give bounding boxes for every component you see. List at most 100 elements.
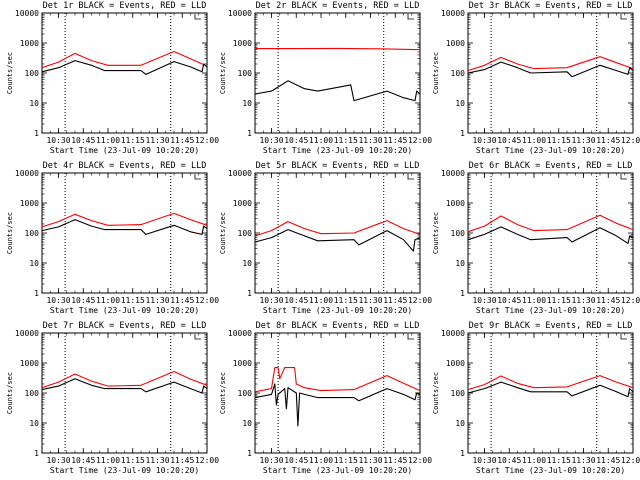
x-tick-label: 10:45	[497, 296, 521, 305]
y-tick-label: 10	[455, 99, 465, 108]
x-axis-label: Start Time (23-Jul-09 10:20:20)	[50, 146, 199, 155]
x-axis-label: Start Time (23-Jul-09 10:20:20)	[50, 466, 199, 475]
x-tick-label: 11:00	[522, 136, 546, 145]
y-tick-label: 1	[34, 449, 39, 458]
series-line-events	[41, 378, 208, 394]
x-tick-label: 12:00	[408, 456, 432, 465]
plot-frame	[467, 332, 634, 454]
y-tick-label: 10	[242, 259, 252, 268]
x-tick-label: 10:30	[472, 136, 496, 145]
x-tick-label: 12:00	[195, 456, 219, 465]
y-tick-label: 1	[34, 129, 39, 138]
x-tick-label: 10:45	[284, 136, 308, 145]
y-axis-label: Counts/sec	[432, 52, 440, 94]
x-tick-label: 11:00	[309, 456, 333, 465]
x-axis-label: Start Time (23-Jul-09 10:20:20)	[476, 306, 625, 315]
plot-frame	[254, 12, 421, 134]
x-tick-label: 11:15	[121, 136, 145, 145]
series-line-events	[254, 80, 421, 102]
series-line-lld	[467, 214, 634, 233]
x-tick-label: 11:45	[596, 136, 620, 145]
y-tick-label: 1	[460, 449, 465, 458]
detector-chart: Det 6r BLACK = Events, RED = LLD 1 10 100 10…	[432, 161, 640, 315]
x-tick-label: 11:00	[522, 456, 546, 465]
x-tick-label: 10:30	[259, 136, 283, 145]
x-tick-label: 11:15	[547, 456, 571, 465]
x-tick-label: 11:30	[145, 296, 169, 305]
y-tick-label: 10	[242, 419, 252, 428]
y-axis-label: Counts/sec	[219, 52, 227, 94]
plot-frame	[41, 172, 208, 294]
x-axis-label: Start Time (23-Jul-09 10:20:20)	[263, 146, 412, 155]
x-tick-label: 12:00	[408, 136, 432, 145]
series-line-events	[467, 61, 634, 78]
x-tick-label: 10:30	[46, 456, 70, 465]
detector-chart: Det 3r BLACK = Events, RED = LLD 1 10 100 10…	[432, 1, 640, 155]
y-axis-label: Counts/sec	[6, 372, 14, 414]
x-tick-label: 11:45	[170, 136, 194, 145]
x-tick-label: 10:45	[71, 136, 95, 145]
y-tick-label: 100	[238, 69, 253, 78]
y-tick-label: 100	[451, 229, 466, 238]
y-axis-label: Counts/sec	[6, 52, 14, 94]
x-tick-label: 10:45	[497, 136, 521, 145]
y-tick-label: 100	[238, 229, 253, 238]
chart-title: Det 3r BLACK = Events, RED = LLD	[469, 1, 633, 11]
series-line-lld	[41, 370, 208, 389]
x-axis-label: Start Time (23-Jul-09 10:20:20)	[263, 306, 412, 315]
series-line-lld	[254, 220, 421, 237]
y-tick-label: 100	[25, 229, 40, 238]
y-tick-label: 10000	[441, 329, 465, 338]
series-line-lld	[41, 212, 208, 228]
y-tick-label: 10000	[228, 329, 252, 338]
x-tick-label: 11:00	[96, 296, 120, 305]
y-tick-label: 1000	[446, 39, 465, 48]
corner-marker	[620, 174, 627, 180]
y-tick-label: 1	[247, 289, 252, 298]
x-tick-label: 11:45	[383, 136, 407, 145]
y-tick-label: 10	[455, 259, 465, 268]
y-tick-label: 10000	[441, 9, 465, 18]
x-tick-label: 11:30	[358, 136, 382, 145]
series-line-events	[254, 383, 421, 427]
x-tick-label: 11:45	[383, 296, 407, 305]
x-tick-label: 10:45	[71, 296, 95, 305]
detector-chart: Det 5r BLACK = Events, RED = LLD 1 10 100 10…	[219, 161, 432, 315]
detector-chart: Det 8r BLACK = Events, RED = LLD 1 10 100 10…	[219, 321, 432, 475]
series-line-lld	[467, 375, 634, 391]
x-tick-label: 12:00	[621, 456, 640, 465]
x-tick-label: 10:30	[259, 456, 283, 465]
x-tick-label: 11:30	[145, 136, 169, 145]
series-line-lld	[467, 56, 634, 72]
x-tick-label: 12:00	[621, 136, 640, 145]
y-tick-label: 10000	[15, 329, 39, 338]
x-axis-label: Start Time (23-Jul-09 10:20:20)	[476, 146, 625, 155]
corner-marker	[620, 334, 627, 340]
x-tick-label: 12:00	[408, 296, 432, 305]
x-tick-label: 11:30	[571, 296, 595, 305]
series-line-lld	[255, 47, 421, 51]
series-line-events	[467, 226, 634, 244]
detector-chart: Det 1r BLACK = Events, RED = LLD 1 10 100 10…	[6, 1, 219, 155]
x-tick-label: 11:15	[334, 136, 358, 145]
y-tick-label: 100	[451, 69, 466, 78]
y-axis-label: Counts/sec	[219, 372, 227, 414]
x-tick-label: 11:00	[309, 296, 333, 305]
x-tick-label: 10:45	[71, 456, 95, 465]
y-axis-label: Counts/sec	[432, 212, 440, 254]
x-axis-label: Start Time (23-Jul-09 10:20:20)	[50, 306, 199, 315]
x-tick-label: 12:00	[195, 136, 219, 145]
chart-title: Det 6r BLACK = Events, RED = LLD	[469, 161, 633, 171]
series-line-events	[41, 60, 208, 75]
y-axis-label: Counts/sec	[6, 212, 14, 254]
y-tick-label: 10	[29, 259, 39, 268]
x-tick-label: 10:30	[46, 296, 70, 305]
y-tick-label: 1000	[233, 199, 252, 208]
x-tick-label: 10:30	[472, 296, 496, 305]
x-tick-label: 11:15	[121, 296, 145, 305]
series-line-events	[467, 381, 634, 398]
y-tick-label: 100	[238, 389, 253, 398]
series-line-lld	[254, 367, 421, 393]
corner-marker	[620, 14, 627, 20]
